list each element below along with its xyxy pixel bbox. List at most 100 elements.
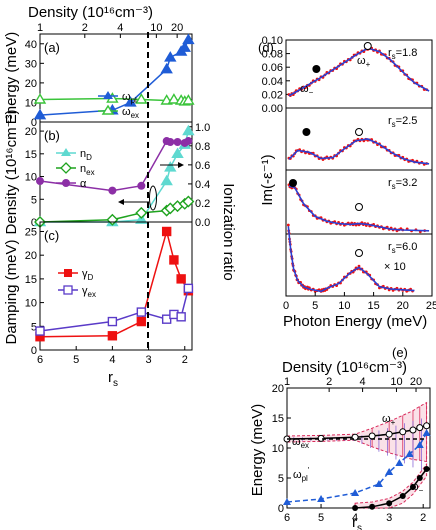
d-marker-filled-2 bbox=[289, 179, 298, 187]
left-xlabel: rs bbox=[108, 369, 118, 389]
b-y-ticklabel-4: 20 bbox=[25, 126, 37, 138]
panel-e-series bbox=[283, 401, 431, 511]
c-x-ticklabel-3: 3 bbox=[146, 354, 152, 366]
legend-nex-label: nex bbox=[80, 163, 95, 177]
e-x-ticklabel-1: 5 bbox=[318, 512, 324, 524]
e-point-2-4 bbox=[385, 468, 394, 475]
panel-e-label: (e) bbox=[392, 345, 408, 360]
c-y-ticklabel-0: 0 bbox=[31, 345, 37, 357]
panel-b-yticks: 0 5 10 15 20 bbox=[25, 126, 44, 229]
e-point-0-4 bbox=[385, 430, 393, 438]
b-yr-ticklabel-0: 0.0 bbox=[195, 217, 210, 229]
c-point-1-6 bbox=[183, 283, 194, 294]
panel-c-yticks: 0 5 10 15 20 25 bbox=[25, 226, 44, 357]
a-top-ticklabel-4: 20 bbox=[171, 22, 183, 34]
e-point-0-8 bbox=[423, 422, 431, 430]
b-yr-ticklabel-5: 1.0 bbox=[195, 122, 210, 134]
c-point-0-3 bbox=[161, 226, 172, 237]
e-point-2-2 bbox=[351, 489, 360, 496]
a-point-0-7 bbox=[182, 33, 195, 45]
d-sub-3-fit bbox=[287, 226, 415, 293]
e-x-ticklabel-3: 3 bbox=[386, 512, 392, 524]
c-point-1-5 bbox=[176, 312, 186, 322]
e-wminus-label: ω− bbox=[410, 481, 424, 495]
panel-b-ylabel-right: Ionization ratio bbox=[220, 183, 237, 281]
legend-alpha-label: α bbox=[80, 178, 87, 190]
panel-a-label: (a) bbox=[44, 40, 60, 55]
e-top-ticklabel-4: 20 bbox=[410, 376, 422, 388]
e-x-ticklabel-4: 2 bbox=[420, 512, 426, 524]
legend-gex-marker bbox=[63, 285, 73, 295]
d-sub-0-fit bbox=[288, 47, 430, 97]
b-point-2-5 bbox=[173, 138, 182, 146]
d-sub-0-rs-label: rs=1.8 bbox=[388, 47, 417, 61]
e-top-ticklabel-1: 2 bbox=[326, 376, 332, 388]
d-marker-open-2 bbox=[355, 203, 363, 211]
panel-e-ylabel: Energy (meV) bbox=[249, 404, 266, 497]
b-yr-ticklabel-3: 0.6 bbox=[195, 160, 210, 172]
e-point-2-1 bbox=[317, 495, 326, 502]
panel-d-ylabel: Im(-ε⁻¹) bbox=[259, 154, 276, 205]
d-sub-0-ticklabel-4: 0.08 bbox=[262, 49, 283, 61]
e-point-1-4 bbox=[409, 484, 416, 490]
e-wplus-label: ω+ bbox=[382, 413, 396, 427]
panel-c-series bbox=[35, 226, 194, 342]
e-band-lower bbox=[354, 462, 428, 509]
d-times10-label: × 10 bbox=[384, 261, 406, 273]
d-sub-frame-3 bbox=[285, 233, 433, 297]
a-point-1-0 bbox=[33, 93, 47, 104]
d-marker-filled-1 bbox=[302, 128, 311, 136]
c-point-0-1 bbox=[107, 331, 118, 341]
d-sub-1-fit bbox=[288, 138, 430, 165]
e-y-ticklabel-0: 0 bbox=[278, 503, 284, 515]
panel-e-xlabel: rs bbox=[352, 514, 362, 530]
b-point-0-2 bbox=[135, 213, 148, 224]
legend-wpl-marker bbox=[103, 91, 113, 99]
e-point-0-5 bbox=[399, 428, 407, 436]
c-x-ticklabel-0: 6 bbox=[37, 354, 43, 366]
c-point-1-3 bbox=[161, 314, 172, 324]
e-point-2-7 bbox=[415, 441, 424, 448]
d-sub-3-data-0-0 bbox=[286, 223, 290, 227]
c-y-ticklabel-2: 10 bbox=[25, 298, 37, 310]
legend-gex-label: γex bbox=[82, 285, 96, 299]
d-sub-1-rs-label: rs=2.5 bbox=[388, 115, 417, 129]
c-x-ticklabel-2: 4 bbox=[109, 354, 115, 366]
e-point-2-8 bbox=[422, 429, 431, 436]
top-axis-ticks-e: 1 2 4 10 20 bbox=[284, 376, 422, 392]
b-point-1-7 bbox=[182, 195, 195, 208]
legend-nex-marker bbox=[60, 162, 72, 174]
legend-gD-label: γD bbox=[82, 268, 94, 282]
c-point-0-5 bbox=[176, 274, 186, 284]
c-point-0-2 bbox=[136, 316, 147, 327]
e-point-0-3 bbox=[368, 432, 376, 440]
panel-d: 0.00 0.020.04 0.060.08 0.10 rs=1.8 rs=2.5 rs=3… bbox=[262, 35, 436, 312]
e-point-2-3 bbox=[374, 480, 383, 487]
a-point-1-4 bbox=[167, 93, 181, 104]
panel-b-yticks-right: 0.0 0.2 0.4 0.6 0.8 1.0 bbox=[188, 122, 210, 229]
b-point-2-7 bbox=[184, 137, 193, 146]
c-point-1-0 bbox=[35, 326, 45, 336]
b-point-2-0 bbox=[36, 177, 44, 186]
d-marker-open-3 bbox=[355, 249, 363, 257]
e-x-ticklabel-0: 6 bbox=[284, 512, 290, 524]
d-sub-3-rs-label: rs=6.0 bbox=[388, 241, 417, 255]
panel-c-label: (c) bbox=[44, 228, 59, 243]
legend-gD-marker bbox=[64, 269, 72, 277]
panel-b-annotations bbox=[118, 162, 184, 211]
a-y-ticklabel-3: 30 bbox=[25, 58, 37, 70]
density-top-axis-title: Density (10¹⁶cm⁻³) bbox=[28, 4, 153, 21]
panel-b-series bbox=[33, 124, 195, 228]
a-point-0-3 bbox=[160, 62, 173, 74]
e-wex-label: ωex bbox=[292, 436, 309, 450]
d-x-ticklabel-4: 20 bbox=[397, 300, 409, 312]
panel-e-yticks: 0 5 10 15 20 bbox=[272, 383, 291, 515]
top-axis-ticks-a: 1 2 4 10 20 bbox=[37, 22, 183, 38]
legend-nD-label: nD bbox=[80, 148, 92, 162]
b-point-0-3 bbox=[160, 174, 173, 186]
legend-nD-marker bbox=[61, 148, 71, 156]
d-sub-0-ticklabel-0: 0.00 bbox=[262, 103, 283, 115]
d-marker-open-0 bbox=[363, 42, 372, 50]
a-point-1-2 bbox=[135, 93, 148, 104]
